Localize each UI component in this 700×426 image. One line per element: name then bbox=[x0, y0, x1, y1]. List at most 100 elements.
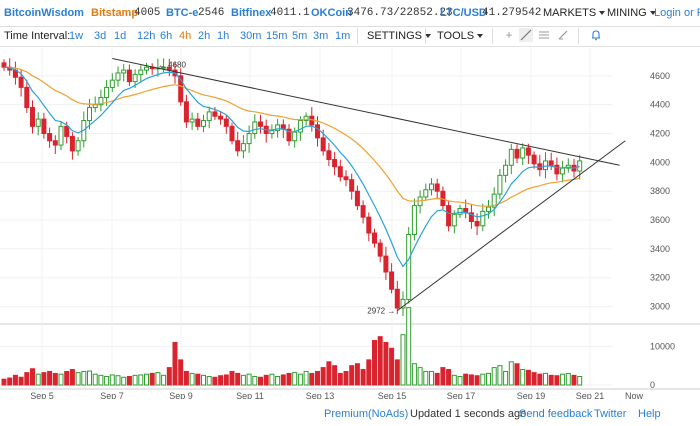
candle-down bbox=[446, 205, 452, 227]
twitter-link[interactable]: Twitter bbox=[594, 408, 627, 420]
market-name-okcoin[interactable]: OKCoin bbox=[311, 7, 352, 19]
candle-up bbox=[303, 115, 309, 122]
volume-bars bbox=[1, 307, 583, 386]
volume-bar bbox=[326, 361, 332, 386]
candle-down bbox=[69, 135, 75, 152]
volume-bar bbox=[195, 373, 201, 386]
candle-up bbox=[503, 164, 509, 176]
candle-up bbox=[240, 143, 246, 152]
login-link[interactable]: Login or Re bbox=[654, 7, 700, 19]
support-trendline bbox=[397, 140, 626, 312]
brush-icon[interactable] bbox=[556, 28, 570, 42]
interval-1w[interactable]: 1w bbox=[69, 30, 84, 42]
price-chart[interactable]: 3000 3200 3400 3600 3800 4000 4200 4400 4600 1000… bbox=[0, 47, 700, 399]
ma-slow-line bbox=[3, 66, 580, 207]
volume-bar bbox=[320, 367, 326, 386]
volume-bar bbox=[18, 376, 24, 386]
market-name-bitstamp[interactable]: Bitstamp bbox=[91, 7, 139, 19]
volume-bar bbox=[372, 340, 377, 386]
volume-bar bbox=[115, 375, 121, 386]
candle-up bbox=[451, 213, 457, 227]
volume-bar bbox=[474, 375, 480, 386]
interval-1d[interactable]: 1d bbox=[114, 30, 127, 42]
volume-bar bbox=[332, 365, 338, 386]
interval-3m[interactable]: 3m bbox=[313, 30, 329, 42]
interval-12h[interactable]: 12h bbox=[137, 30, 156, 42]
candle-up bbox=[400, 298, 406, 309]
date-tick-label: Sep 15 bbox=[378, 391, 407, 399]
interval-15m[interactable]: 15m bbox=[266, 30, 288, 42]
indicator-lines bbox=[3, 58, 626, 312]
settings-menu[interactable]: SETTINGS bbox=[367, 30, 432, 42]
interval-1h[interactable]: 1h bbox=[217, 30, 230, 42]
crosshair-icon[interactable]: + bbox=[505, 28, 513, 42]
volume-bar bbox=[280, 374, 286, 386]
candle-up bbox=[115, 72, 121, 81]
volume-bar bbox=[577, 375, 583, 386]
interval-4h[interactable]: 4h bbox=[179, 30, 192, 42]
volume-bar bbox=[303, 370, 309, 386]
update-status: Updated 1 seconds ago bbox=[410, 408, 527, 420]
market-name-bitfinex[interactable]: Bitfinex bbox=[231, 7, 272, 19]
markets-menu[interactable]: MARKETS bbox=[543, 7, 606, 19]
volume-bar bbox=[252, 375, 258, 386]
volume-bar bbox=[206, 375, 212, 386]
candle-up bbox=[121, 69, 127, 74]
brand-logo[interactable]: BitcoinWisdom bbox=[4, 7, 84, 19]
candle-down bbox=[1, 62, 7, 68]
volume-bar bbox=[64, 370, 70, 386]
candle-down bbox=[354, 190, 360, 207]
toolbar: Time Interval: 1w 3d 1d 12h 6h 4h 2h 1h … bbox=[0, 26, 700, 47]
candle-down bbox=[229, 125, 235, 142]
footer: Premium(NoAds) Updated 1 seconds ago Sen… bbox=[0, 400, 700, 426]
candle-up bbox=[577, 160, 583, 172]
volume-bar bbox=[183, 370, 189, 386]
mining-menu[interactable]: MINING bbox=[607, 7, 656, 19]
volume-bar bbox=[263, 374, 269, 386]
volume-bar bbox=[434, 372, 440, 386]
interval-2h[interactable]: 2h bbox=[198, 30, 211, 42]
feedback-link[interactable]: Send feedback bbox=[519, 408, 593, 420]
candle-up bbox=[58, 125, 64, 146]
volume-bar bbox=[394, 359, 400, 386]
candle-down bbox=[183, 101, 189, 123]
date-tick-label: Sep 19 bbox=[517, 391, 546, 399]
interval-30m[interactable]: 30m bbox=[240, 30, 262, 42]
price-tick-label: 4400 bbox=[650, 100, 670, 110]
horizontal-lines-icon[interactable] bbox=[537, 28, 551, 42]
volume-bar bbox=[508, 361, 514, 386]
interval-5m[interactable]: 5m bbox=[292, 30, 308, 42]
volume-bar bbox=[138, 374, 144, 386]
market-name-ltcusd[interactable]: LTC/USD bbox=[440, 7, 487, 19]
volume-bar bbox=[258, 376, 263, 386]
top-bar: BitcoinWisdom Bitstamp 4005 BTC-e 2546 B… bbox=[0, 0, 700, 27]
volume-bar bbox=[315, 370, 320, 386]
premium-link[interactable]: Premium(NoAds) bbox=[324, 408, 409, 420]
date-tick-label: Now bbox=[625, 391, 644, 399]
high-annotation: ← 4680 bbox=[158, 60, 187, 69]
volume-bar bbox=[81, 370, 87, 386]
chevron-down-icon bbox=[649, 11, 656, 16]
volume-bar bbox=[30, 368, 35, 386]
trendline-tool-icon[interactable] bbox=[519, 28, 533, 42]
help-link[interactable]: Help bbox=[638, 408, 661, 420]
tools-menu-label: TOOLS bbox=[437, 30, 475, 42]
market-price-ltcusd: 41.279542 bbox=[482, 7, 542, 19]
market-price-okcoin: 3476.73/22852.23 bbox=[347, 7, 453, 19]
candle-down bbox=[349, 179, 355, 192]
bell-icon[interactable] bbox=[589, 28, 603, 42]
volume-bar bbox=[235, 372, 241, 386]
market-name-btce[interactable]: BTC-e bbox=[166, 7, 199, 19]
price-tick-label: 3400 bbox=[650, 244, 670, 254]
volume-bar bbox=[218, 375, 224, 386]
volume-bar bbox=[463, 373, 469, 386]
tools-menu[interactable]: TOOLS bbox=[437, 30, 484, 42]
volume-bar bbox=[468, 374, 474, 386]
interval-1m[interactable]: 1m bbox=[335, 30, 351, 42]
candle-up bbox=[87, 107, 92, 122]
interval-3d[interactable]: 3d bbox=[94, 30, 107, 42]
market-price-bitfinex: 4011.1 bbox=[270, 7, 310, 19]
volume-bar bbox=[172, 341, 178, 386]
interval-6h[interactable]: 6h bbox=[160, 30, 173, 42]
candle-up bbox=[457, 208, 463, 215]
